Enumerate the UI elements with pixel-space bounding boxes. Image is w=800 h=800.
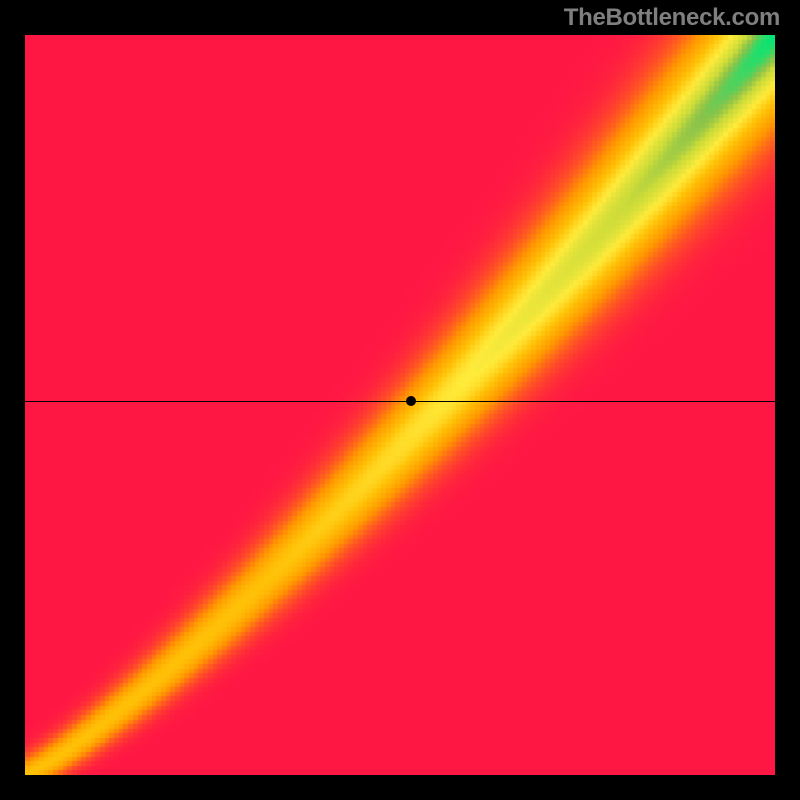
plot-area <box>25 35 775 775</box>
chart-frame: TheBottleneck.com <box>0 0 800 800</box>
crosshair-horizontal <box>25 401 775 402</box>
crosshair-vertical <box>411 775 412 800</box>
heatmap-canvas <box>25 35 775 775</box>
crosshair-marker <box>406 396 416 406</box>
watermark-text: TheBottleneck.com <box>564 4 780 32</box>
